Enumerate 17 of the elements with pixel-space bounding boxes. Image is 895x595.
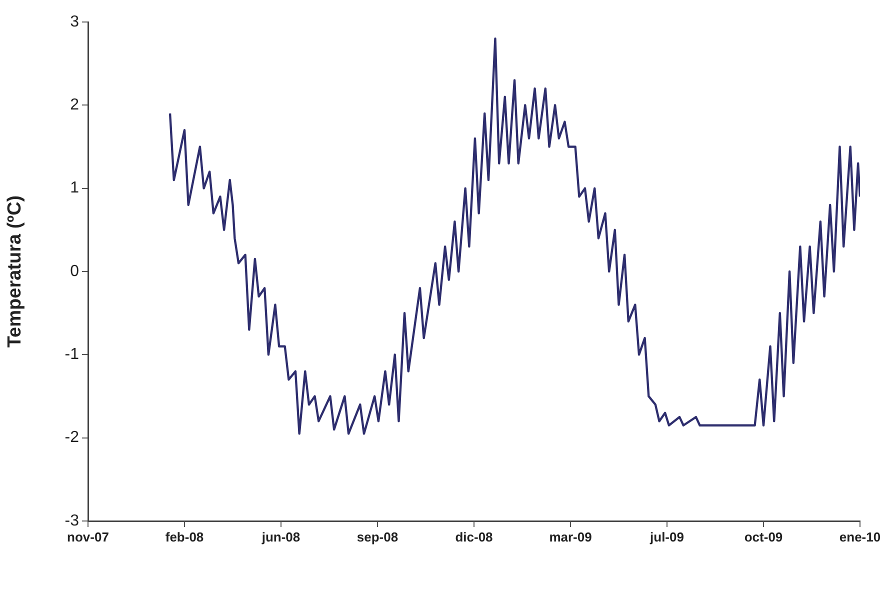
x-tick-label: dic-08 (455, 529, 493, 544)
y-axis-title: Temperatura (ºC) (4, 195, 26, 348)
y-tick-label: 1 (70, 180, 80, 197)
x-tick-label: jul-09 (649, 529, 684, 544)
x-tick-label: ene-10 (839, 529, 881, 544)
y-tick-label: 3 (70, 13, 80, 30)
x-tick-label: feb-08 (165, 529, 204, 544)
y-tick-label: 2 (70, 96, 80, 114)
x-tick-label: mar-09 (549, 529, 592, 544)
x-tick-label: nov-07 (67, 529, 109, 544)
y-tick-label: -3 (64, 512, 80, 530)
y-tick-label: -1 (64, 346, 80, 364)
x-tick-label: oct-09 (744, 529, 783, 544)
x-tick-label: sep-08 (356, 529, 398, 544)
y-tick-label: 0 (70, 262, 80, 280)
y-tick-label: -2 (64, 429, 80, 446)
x-tick-label: jun-08 (260, 529, 300, 544)
